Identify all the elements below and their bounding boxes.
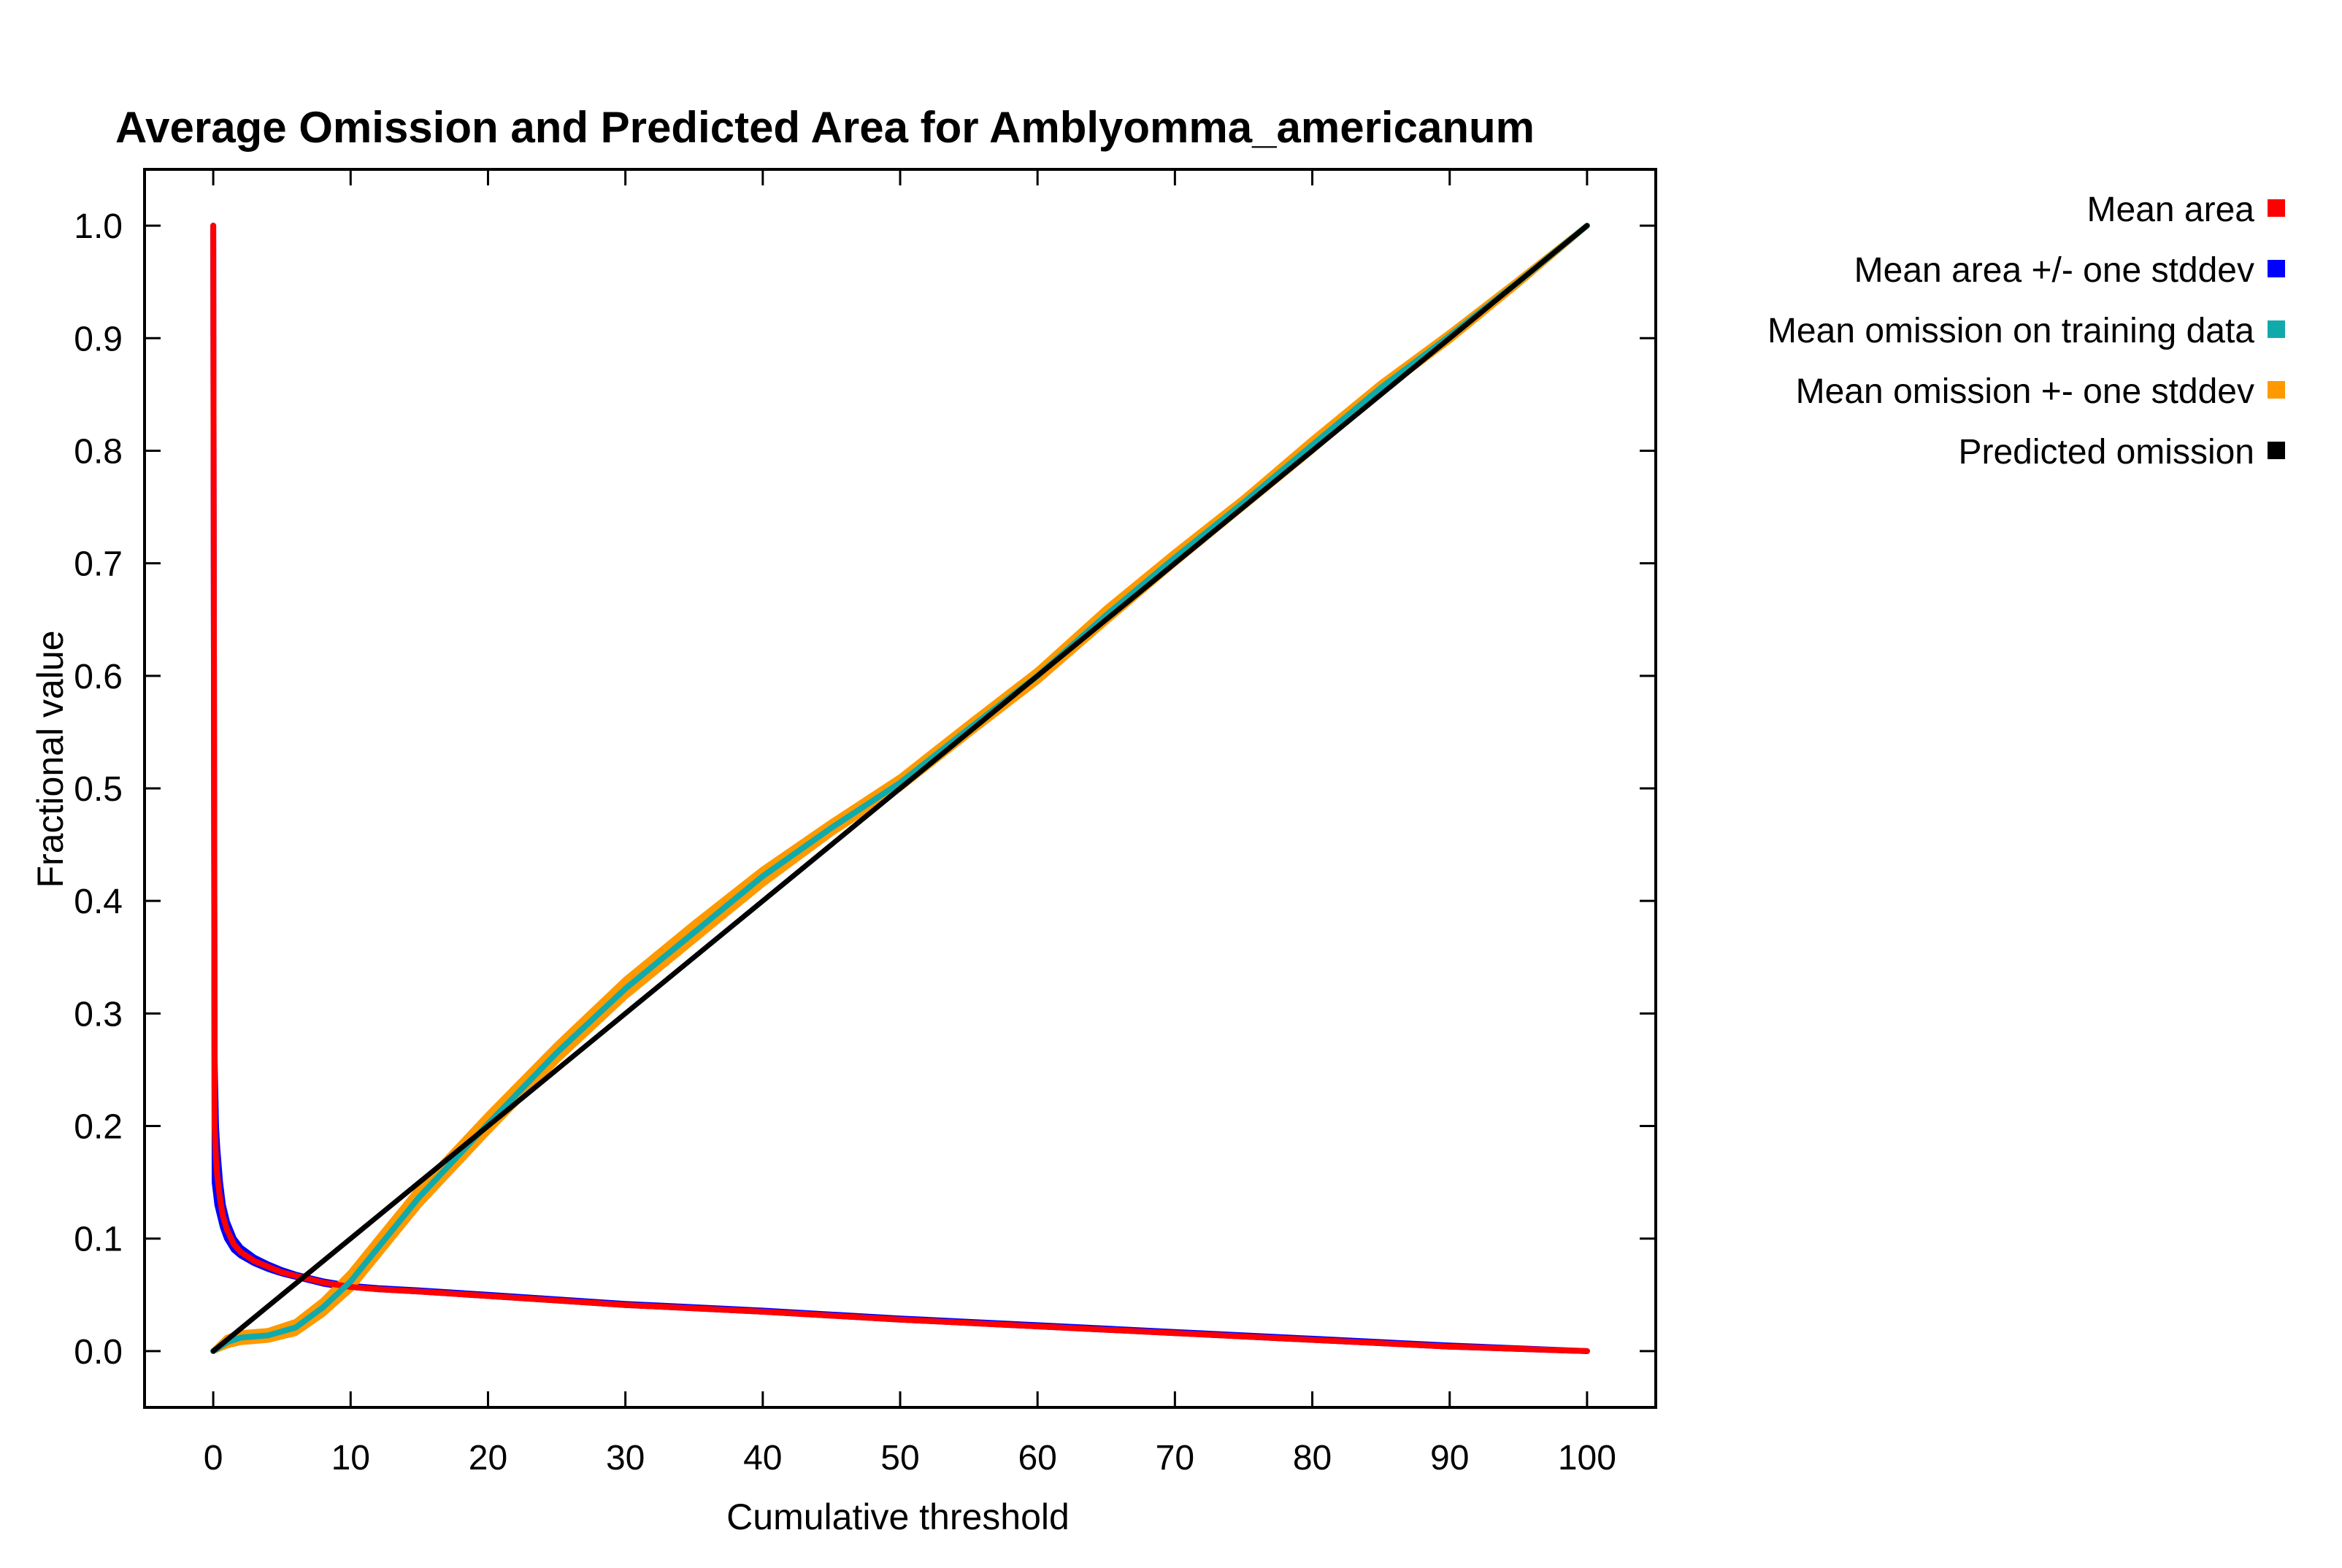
series-mean-area-line xyxy=(210,223,1590,1354)
y-tick-label: 0.5 xyxy=(74,770,123,809)
x-tick-label: 0 xyxy=(204,1439,223,1477)
x-tick-label: 90 xyxy=(1430,1439,1469,1477)
y-tick-label: 0.7 xyxy=(74,545,123,584)
legend-swatch-predicted-omission xyxy=(2268,442,2285,459)
legend-label-mean-omission-one-stddev: Mean omission +- one stddev xyxy=(1796,372,2254,411)
x-axis-label: Cumulative threshold xyxy=(726,1496,1070,1537)
x-tick-label: 10 xyxy=(331,1439,370,1477)
plot-area: 0 10 20 30 40 50 60 70 80 90 100 0.0 0.1 0.2 0.3 0.4 0.5… xyxy=(74,168,1657,1477)
x-tick-label: 20 xyxy=(469,1439,507,1477)
legend-swatch-mean-omission-on-training-data xyxy=(2268,320,2285,338)
y-tick-label: 0.1 xyxy=(74,1221,123,1259)
legend-swatch-mean-area xyxy=(2268,199,2285,217)
x-tick-label: 80 xyxy=(1293,1439,1332,1477)
y-tick-label: 0.3 xyxy=(74,995,123,1034)
y-tick-label: 0.4 xyxy=(74,883,123,921)
series-predicted-omission-line xyxy=(210,223,1590,1354)
x-tick-label: 60 xyxy=(1018,1439,1056,1477)
y-tick-label: 0.0 xyxy=(74,1333,123,1372)
chart-title: Average Omission and Predicted Area for … xyxy=(115,103,1535,152)
y-axis-label: Fractional value xyxy=(30,631,71,888)
x-tick-label: 70 xyxy=(1156,1439,1194,1477)
legend-label-mean-omission-on-training-data: Mean omission on training data xyxy=(1767,312,2254,350)
y-tick-label: 0.2 xyxy=(74,1108,123,1147)
x-tick-label: 50 xyxy=(880,1439,919,1477)
y-tick-label: 0.8 xyxy=(74,432,123,471)
series-mean-omission-on-training-data-line xyxy=(210,223,1590,1354)
legend-label-mean-area-one-stddev: Mean area +/- one stddev xyxy=(1854,251,2254,290)
legend-swatch-mean-area-one-stddev xyxy=(2268,260,2285,277)
legend-swatch-mean-omission-one-stddev xyxy=(2268,381,2285,399)
x-tick-label: 30 xyxy=(606,1439,645,1477)
x-tick-label: 40 xyxy=(743,1439,782,1477)
y-tick-label: 0.9 xyxy=(74,320,123,358)
y-tick-label: 1.0 xyxy=(74,207,123,246)
x-tick-label: 100 xyxy=(1558,1439,1616,1477)
legend-label-mean-area: Mean area xyxy=(2087,191,2255,229)
legend: Mean area Mean area +/- one stddev Mean om… xyxy=(1767,191,2285,472)
legend-label-predicted-omission: Predicted omission xyxy=(1958,433,2254,472)
y-tick-label: 0.6 xyxy=(74,658,123,696)
